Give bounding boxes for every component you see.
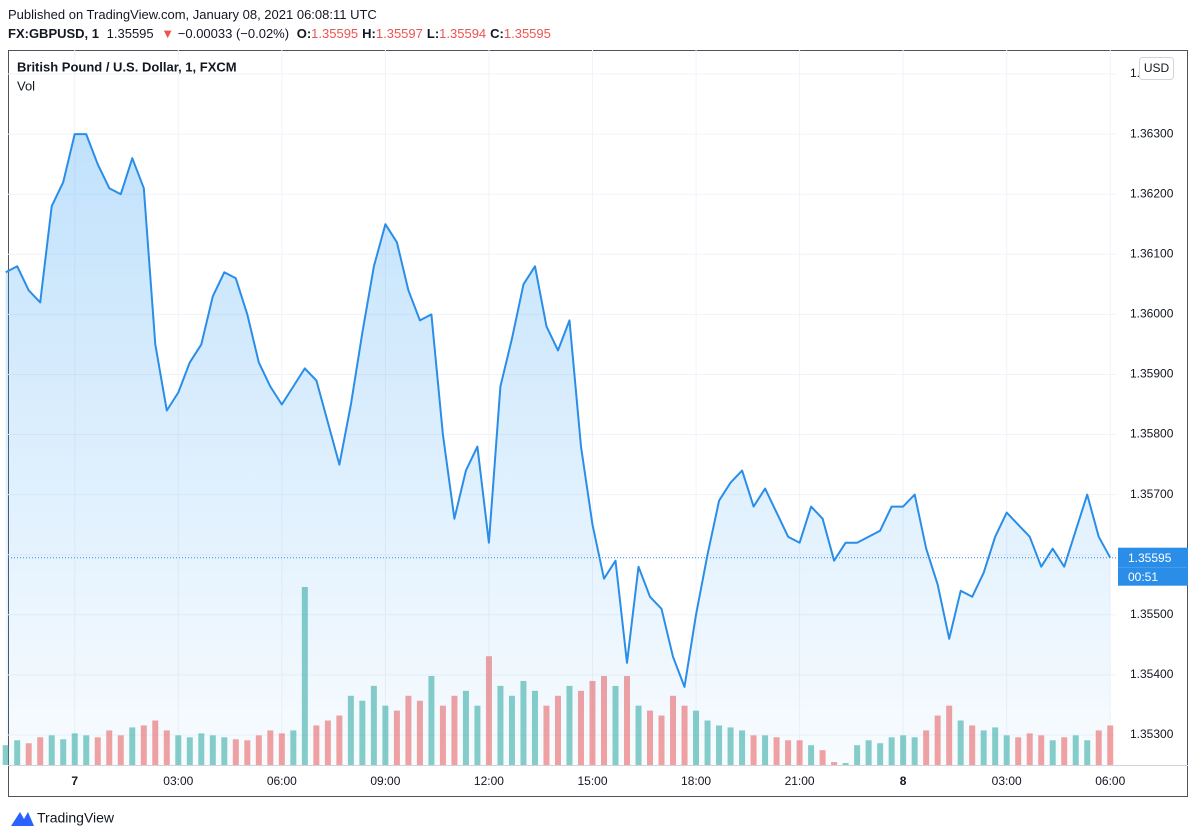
symbol: FX:GBPUSD, 1 bbox=[8, 26, 100, 41]
ohlc-label: H: bbox=[362, 26, 376, 41]
x-tick-label: 21:00 bbox=[785, 774, 815, 788]
x-tick-label: 03:00 bbox=[992, 774, 1022, 788]
x-tick-label: 06:00 bbox=[1095, 774, 1125, 788]
y-tick-label: 1.35700 bbox=[1130, 487, 1174, 501]
footer-brand: TradingView bbox=[37, 810, 115, 826]
y-tick-label: 1.35300 bbox=[1130, 727, 1174, 741]
x-tick-label: 03:00 bbox=[163, 774, 193, 788]
ohlc-label: O: bbox=[296, 26, 312, 41]
x-tick-label: 8 bbox=[900, 774, 907, 788]
published: Published on TradingView.com, January 08… bbox=[8, 7, 377, 22]
currency[interactable]: USD bbox=[1144, 61, 1170, 75]
down-arrow: ▼ bbox=[161, 26, 175, 41]
footer-logo bbox=[11, 812, 34, 826]
volume-bar bbox=[2, 745, 9, 765]
y-tick-label: 1.35400 bbox=[1130, 667, 1174, 681]
countdown-box bbox=[1118, 567, 1188, 586]
x-tick-label: 12:00 bbox=[474, 774, 504, 788]
chart-title: British Pound / U.S. Dollar, 1, FXCM bbox=[17, 59, 237, 74]
x-tick-label: 18:00 bbox=[681, 774, 711, 788]
currency-button[interactable] bbox=[1139, 57, 1174, 80]
y-tick-label: 1.36200 bbox=[1130, 186, 1174, 200]
x-tick-label: 7 bbox=[71, 774, 78, 788]
countdown: 00:51 bbox=[1128, 570, 1158, 584]
last-price-label: 1.35595 bbox=[1128, 551, 1172, 565]
y-tick-label: 1.35900 bbox=[1130, 367, 1174, 381]
ohlc-value: 1.35597 bbox=[375, 26, 423, 41]
y-tick-label: 1.35800 bbox=[1130, 427, 1174, 441]
ohlc-value: 1.35595 bbox=[311, 26, 359, 41]
y-tick-label: 1.36300 bbox=[1130, 126, 1174, 140]
x-tick-label: 09:00 bbox=[370, 774, 400, 788]
x-tick-label: 15:00 bbox=[577, 774, 607, 788]
price-line bbox=[5, 133, 1112, 688]
price-area bbox=[5, 134, 1111, 766]
volume-legend: Vol bbox=[17, 78, 35, 93]
y-tick-label: 1.35500 bbox=[1130, 607, 1174, 621]
ohlc-value: 1.35594 bbox=[439, 26, 487, 41]
ohlc-label: L: bbox=[426, 26, 440, 41]
symbol-line: FX:GBPUSD, 1 1.35595 ▼ −0.00033 (−0.02%)… bbox=[8, 26, 559, 41]
x-tick-label: 06:00 bbox=[267, 774, 297, 788]
y-tick-label: 1.36100 bbox=[1130, 246, 1174, 260]
published-line: Published on TradingView.com, January 08… bbox=[8, 7, 381, 22]
last-price: 1.35595 bbox=[106, 26, 154, 41]
last-price-box bbox=[1118, 547, 1188, 568]
volume-bar bbox=[1107, 725, 1114, 765]
ohlc-label: C: bbox=[490, 26, 504, 41]
ohlc: O:1.35595 H:1.35597 L:1.35594 C:1.35595 bbox=[297, 26, 555, 41]
ohlc-value: 1.35595 bbox=[503, 26, 551, 41]
change: −0.00033 (−0.02%) bbox=[177, 26, 290, 41]
y-tick-label: 1.36000 bbox=[1130, 307, 1174, 321]
